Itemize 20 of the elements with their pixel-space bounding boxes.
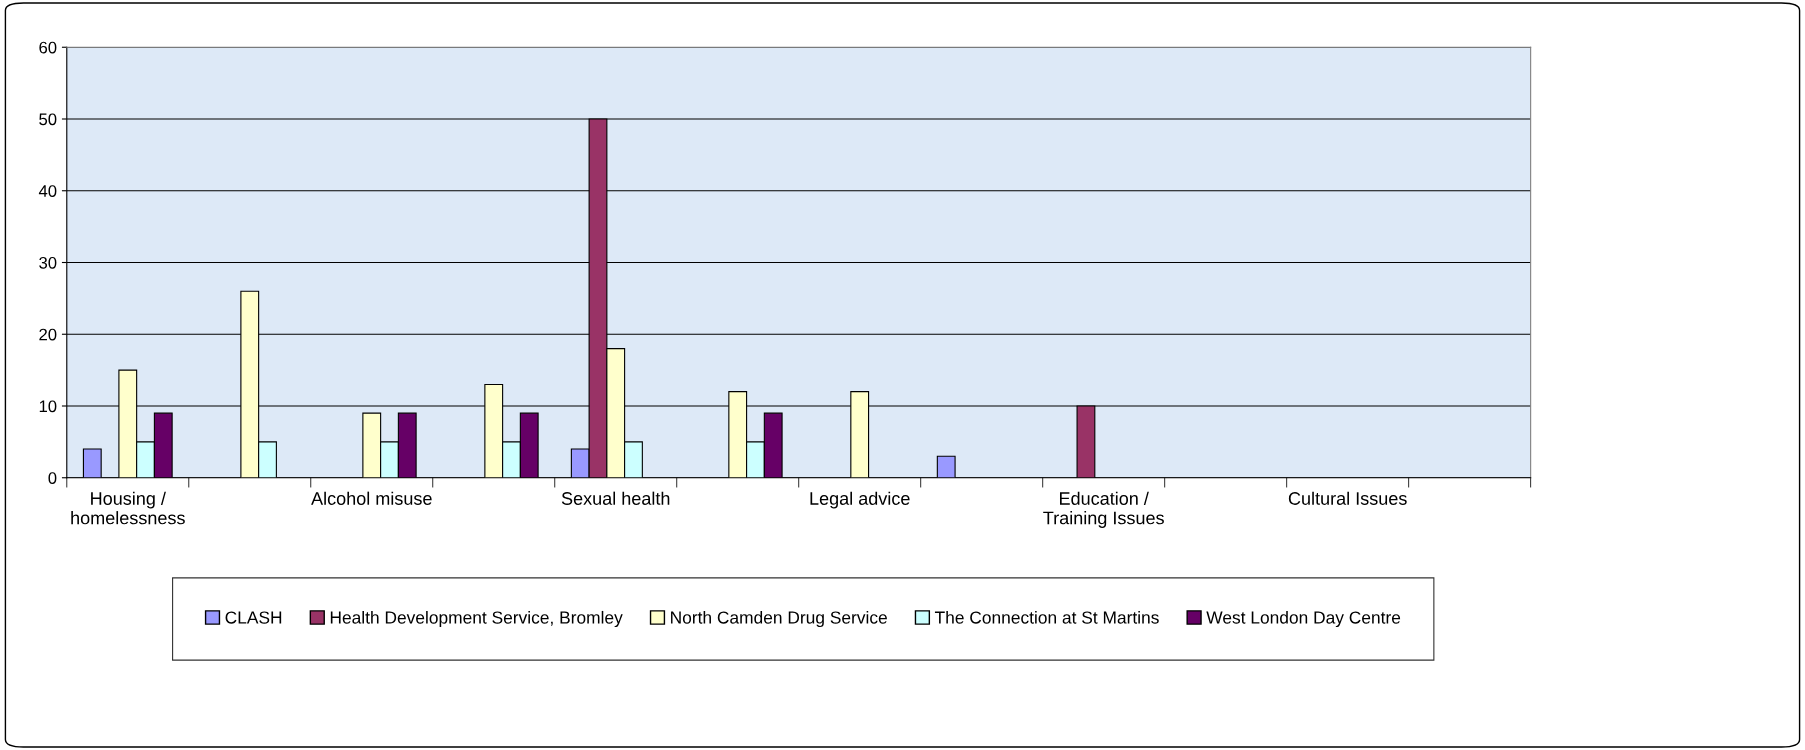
y-tick-label: 20 [39,328,57,341]
x-tick-label: Legal advice [810,491,910,509]
y-tick-label: 40 [38,185,57,197]
x-tick-label: Sexual health [561,491,670,505]
x-tick-label: Alcohol misuse [311,491,432,505]
x-tick-label: Cultural Issues [1288,491,1407,505]
legend-label: North Camden Drug Service [671,610,887,628]
legend-label: The Connection at St Martins [934,610,1159,624]
x-tick-label: Housing / homelessness [71,491,185,525]
y-tick-label: 30 [39,256,57,269]
legend-label: CLASH [225,611,282,624]
y-tick-label: 50 [39,113,57,126]
legend-label: West London Day Centre [1206,610,1401,628]
y-tick-label: 10 [39,400,57,413]
x-tick-label: Education / Training Issues [1043,491,1164,528]
y-tick-label: 60 [39,41,57,54]
bar [82,448,102,478]
y-tick-label: 0 [48,472,57,484]
legend-label: Health Development Service, Bromley [330,610,623,628]
bar [936,455,956,478]
